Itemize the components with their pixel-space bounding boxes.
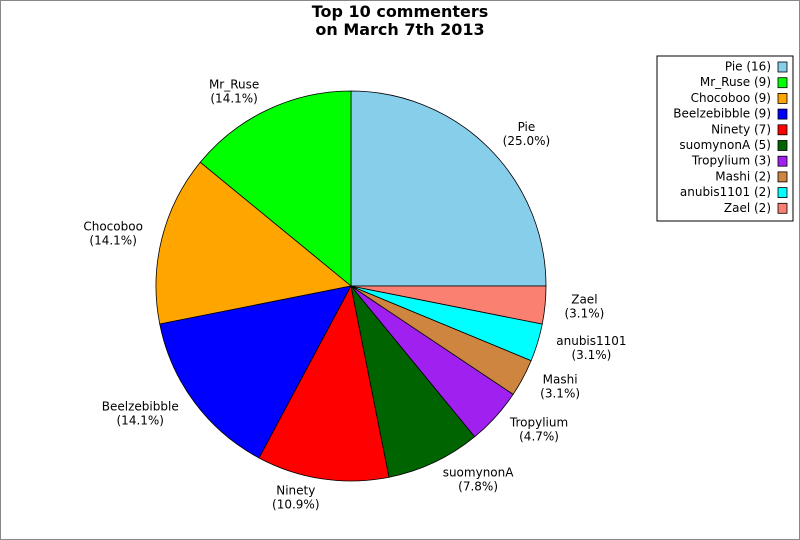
slice-label: Mashi (543, 373, 578, 387)
slice-label: Chocoboo (83, 219, 143, 233)
pie-slice (258, 284, 390, 482)
pie-slice (159, 285, 352, 459)
legend-swatch (777, 77, 788, 89)
legend-swatch (777, 171, 788, 183)
legend-swatch (777, 124, 788, 136)
legend-swatch (777, 93, 788, 104)
legend-label: Zael (2) (724, 201, 771, 215)
legend-label: Chocoboo (9) (691, 91, 771, 105)
slice-percent: (4.7%) (519, 430, 559, 444)
legend-swatch (777, 140, 788, 151)
pie-slice (199, 90, 352, 287)
legend-box (656, 55, 794, 222)
slice-percent: (14.1%) (210, 92, 257, 106)
slice-percent: (14.1%) (89, 233, 136, 247)
slice-percent: (3.1%) (571, 348, 611, 362)
legend-label: Pie (16) (725, 60, 771, 74)
slice-label: anubis1101 (556, 334, 626, 348)
slice-percent: (3.1%) (540, 387, 580, 401)
slice-percent: (3.1%) (564, 307, 604, 321)
legend-label: suomynonA (5) (679, 138, 771, 152)
slice-label: Zael (571, 293, 597, 307)
legend-swatch (777, 155, 788, 167)
slice-label: Pie (518, 120, 536, 134)
legend-label: anubis1101 (2) (680, 185, 771, 199)
slice-label: suomynonA (443, 465, 515, 479)
pie-slice (350, 90, 547, 287)
pie-slice (350, 285, 547, 325)
legend-swatch (777, 202, 788, 214)
pie-slice (350, 285, 476, 478)
legend-label: Mashi (2) (715, 169, 771, 183)
legend-swatch (777, 61, 788, 73)
slice-label: Mr_Ruse (209, 78, 259, 92)
slice-percent: (25.0%) (503, 134, 550, 148)
legend-swatch (777, 108, 788, 120)
legend-label: Ninety (7) (711, 122, 771, 136)
slice-percent: (7.8%) (458, 479, 498, 493)
chart-title: Top 10 commenters on March 7th 2013 (311, 2, 489, 39)
slice-label: Tropylium (509, 416, 568, 430)
legend-label: Tropylium (3) (691, 154, 771, 168)
slice-percent: (10.9%) (272, 498, 319, 512)
slice-percent: (14.1%) (117, 413, 164, 427)
legend-swatch (777, 187, 788, 199)
slice-label: Beelzebibble (102, 399, 179, 413)
legend-label: Mr_Ruse (9) (700, 75, 771, 89)
legend-label: Beelzebibble (9) (673, 107, 771, 121)
slice-label: Ninety (276, 484, 315, 498)
pie-slice (155, 161, 352, 325)
